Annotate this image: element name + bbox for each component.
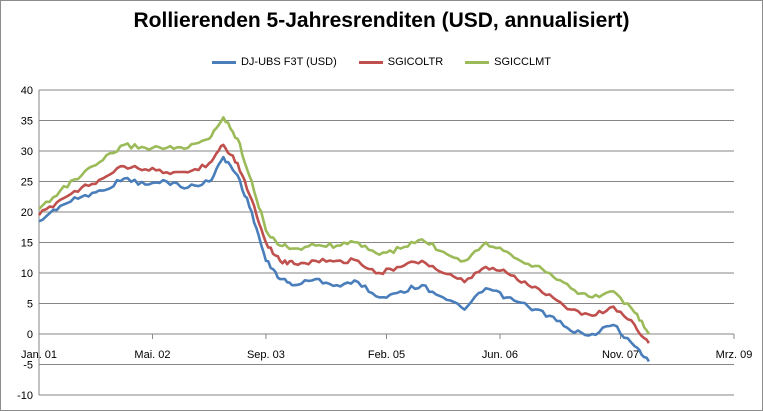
x-tick-label-3: Feb. 05	[368, 349, 405, 361]
y-tick-label-10: 40	[21, 85, 33, 97]
legend-item-series-2: SGICCLMT	[465, 56, 551, 68]
x-tick-label-6: Mrz. 09	[716, 349, 753, 361]
y-tick-label-2: 0	[27, 329, 33, 341]
x-tick-label-0: Jan. 01	[21, 349, 57, 361]
legend-label-series-1: SGICOLTR	[387, 56, 444, 68]
y-tick-label-0: -10	[17, 390, 33, 402]
x-tick-label-5: Nov. 07	[602, 349, 639, 361]
y-tick-label-1: -5	[23, 360, 33, 372]
y-tick-label-3: 5	[27, 299, 33, 311]
y-tick-label-8: 30	[21, 146, 33, 158]
legend-item-series-0: DJ-UBS F3T (USD)	[211, 56, 337, 68]
x-tick-label-2: Sep. 03	[247, 349, 285, 361]
y-tick-label-7: 25	[21, 177, 33, 189]
legend-swatch-series-2	[465, 60, 490, 64]
series-line-1	[37, 143, 650, 344]
y-tick-label-5: 15	[21, 238, 33, 250]
legend-item-series-1: SGICOLTR	[358, 56, 444, 68]
y-tick-label-4: 10	[21, 268, 33, 280]
x-tick-label-4: Jun. 06	[482, 349, 518, 361]
y-tick-label-9: 35	[21, 116, 33, 128]
legend: DJ-UBS F3T (USD) SGICOLTR SGICCLMT	[1, 56, 762, 68]
legend-label-series-2: SGICCLMT	[494, 56, 551, 68]
series-line-0	[38, 155, 650, 363]
y-tick-label-6: 20	[21, 207, 33, 219]
legend-swatch-series-1	[358, 60, 383, 64]
series-line-2	[38, 116, 650, 335]
legend-label-series-0: DJ-UBS F3T (USD)	[240, 56, 337, 68]
chart-title: Rollierenden 5-Jahresrenditen (USD, annu…	[133, 9, 630, 32]
legend-swatch-series-0	[211, 60, 236, 64]
x-tick-label-1: Mai. 02	[134, 349, 170, 361]
